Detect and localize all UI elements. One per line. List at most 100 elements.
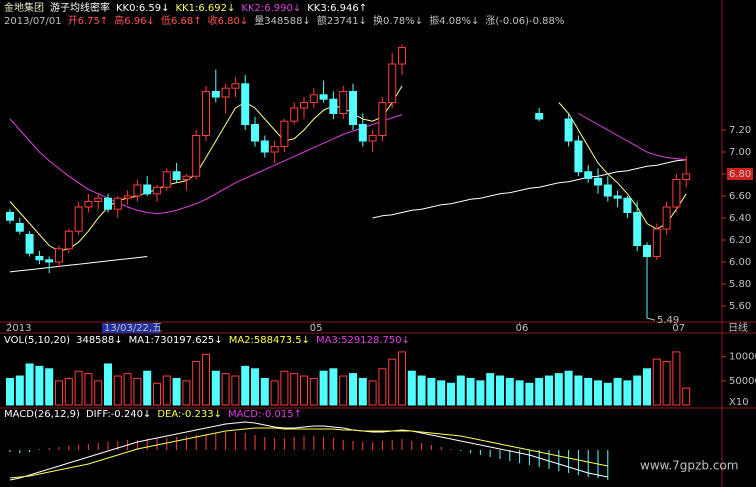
candle-body xyxy=(535,113,544,120)
volume-bar xyxy=(427,377,436,406)
volume-bar xyxy=(241,365,250,406)
candle-body xyxy=(574,140,583,173)
candle-body xyxy=(564,118,573,142)
candle-body xyxy=(672,179,681,208)
candle-body xyxy=(123,195,132,199)
volume-bar xyxy=(123,373,132,406)
header-item: KK2:6.990↓ xyxy=(241,3,301,14)
x-tick-label: 13/03/22,五 xyxy=(104,323,162,334)
volume-bar xyxy=(309,377,318,406)
volume-bar xyxy=(623,380,632,406)
candle-body xyxy=(339,91,348,114)
line xyxy=(9,159,687,273)
header-item: MACD(26,12,9) xyxy=(4,409,80,420)
candle-body xyxy=(290,107,299,122)
volume-bar xyxy=(270,380,279,406)
x-tick-label: 06 xyxy=(516,323,529,334)
header-item: MACD:-0.015↑ xyxy=(228,409,302,420)
candle-body xyxy=(309,94,318,104)
volume-bar xyxy=(476,380,485,406)
candle-body xyxy=(45,259,54,263)
header-item: 高6.96↓ xyxy=(114,14,155,27)
volume-bar xyxy=(15,375,24,406)
volume-bar xyxy=(437,380,446,406)
volume-bar xyxy=(456,375,465,406)
y-tick-label: 6.40 xyxy=(729,213,751,224)
volume-bar xyxy=(584,377,593,406)
header-item: 额23741↓ xyxy=(317,14,367,27)
candle-body xyxy=(594,177,602,186)
header-item: 金地集团 xyxy=(4,1,44,14)
header-item: 涨(-0.06)-0.88% xyxy=(485,15,564,27)
header-item: DEA:-0.233↓ xyxy=(157,409,222,420)
candle-body xyxy=(192,135,201,177)
header-item: 收6.80↓ xyxy=(208,14,249,27)
volume-bar xyxy=(319,370,328,406)
x-tick-label: 2013 xyxy=(6,323,31,334)
volume-bar xyxy=(251,368,259,406)
candle-body xyxy=(652,228,661,257)
candle-body xyxy=(221,87,230,98)
header-item: 348588↓ xyxy=(76,335,123,346)
volume-bar xyxy=(574,375,583,406)
y-tick-label: 100000 xyxy=(729,352,756,363)
candle-body xyxy=(368,135,377,142)
header-item: 量348588↓ xyxy=(254,15,311,27)
volume-bar xyxy=(613,377,622,406)
volume-bar xyxy=(6,377,14,406)
volume-bar xyxy=(35,365,44,406)
volume-bar xyxy=(45,368,54,406)
header-item: 开6.75↑ xyxy=(68,16,109,27)
y-tick-label: 6.20 xyxy=(729,235,751,246)
volume-bar xyxy=(153,382,161,406)
candle-body xyxy=(349,91,357,125)
header-item: DIFF:-0.240↓ xyxy=(86,409,151,420)
candle-body xyxy=(613,195,622,199)
volume-bar xyxy=(535,377,544,406)
x-tick-label: 05 xyxy=(310,323,323,334)
candle-body xyxy=(143,184,152,195)
header: 2013/07/01 开6.75↑ 高6.96↓ 低6.68↑ 收6.80↓ 量34858… xyxy=(4,14,564,27)
candle-body xyxy=(94,197,103,202)
candle-body xyxy=(162,171,171,188)
volume-bar xyxy=(603,382,612,406)
candle-body xyxy=(25,234,34,254)
candle-body xyxy=(15,223,24,232)
candle-body xyxy=(260,140,269,153)
header-item: MA1:730197.625↓ xyxy=(129,335,223,346)
volume-bar xyxy=(662,361,671,406)
volume-bar xyxy=(113,375,122,406)
candle-body xyxy=(280,120,289,147)
volume-bar xyxy=(682,387,691,406)
volume-bar xyxy=(525,382,534,406)
volume-bar xyxy=(486,373,495,406)
line xyxy=(9,85,687,252)
candle-body xyxy=(104,197,112,210)
candle-body xyxy=(623,197,632,213)
header-item: VOL(5,10,20) xyxy=(4,335,70,346)
volume-bar xyxy=(64,377,73,406)
volume-bar xyxy=(74,370,83,406)
candle-body xyxy=(251,124,259,142)
y-tick-label: 7.00 xyxy=(729,147,751,158)
volume-bar xyxy=(643,368,651,406)
candle-body xyxy=(202,91,210,136)
volume-bar xyxy=(221,373,230,406)
header-item: MA2:588473.5↓ xyxy=(229,335,310,346)
volume-bar xyxy=(162,375,171,406)
low-pointer xyxy=(646,317,656,321)
volume-bar xyxy=(94,380,103,406)
y-tick-label: 6.80 xyxy=(729,169,751,180)
volume-bar xyxy=(25,363,34,406)
candle-body xyxy=(358,124,367,142)
y-tick-label: 50000 xyxy=(729,376,756,387)
volume-bar xyxy=(290,373,299,406)
candle-body xyxy=(584,171,593,179)
candle-body xyxy=(633,212,642,246)
y-tick-label: 6.00 xyxy=(729,257,751,268)
volume-bar xyxy=(104,363,112,406)
header-item: 2013/07/01 xyxy=(4,16,62,27)
volume-bar xyxy=(564,370,573,406)
header-item: 游子均线密率 xyxy=(50,1,110,14)
volume-bar xyxy=(407,370,416,406)
